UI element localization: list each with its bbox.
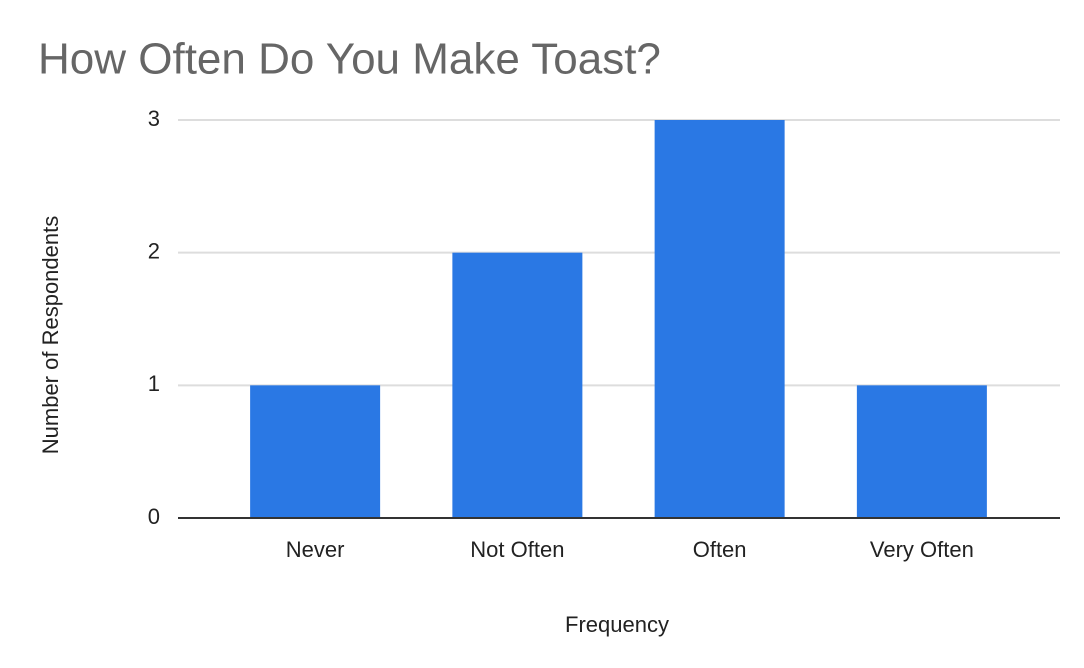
x-tick-label: Often xyxy=(693,537,747,562)
bar xyxy=(654,120,785,518)
x-tick-label: Not Often xyxy=(470,537,564,562)
x-axis-label: Frequency xyxy=(565,612,669,637)
x-tick-label: Never xyxy=(286,537,345,562)
chart-title: How Often Do You Make Toast? xyxy=(38,35,661,84)
x-tick-label: Very Often xyxy=(870,537,974,562)
y-tick-label: 1 xyxy=(148,371,160,396)
y-axis-label: Number of Respondents xyxy=(38,216,63,454)
y-tick-label: 3 xyxy=(148,106,160,131)
y-tick-label: 0 xyxy=(148,504,160,529)
bar xyxy=(250,385,381,518)
y-tick-label: 2 xyxy=(148,238,160,263)
bar xyxy=(856,385,987,518)
bar xyxy=(452,252,583,518)
